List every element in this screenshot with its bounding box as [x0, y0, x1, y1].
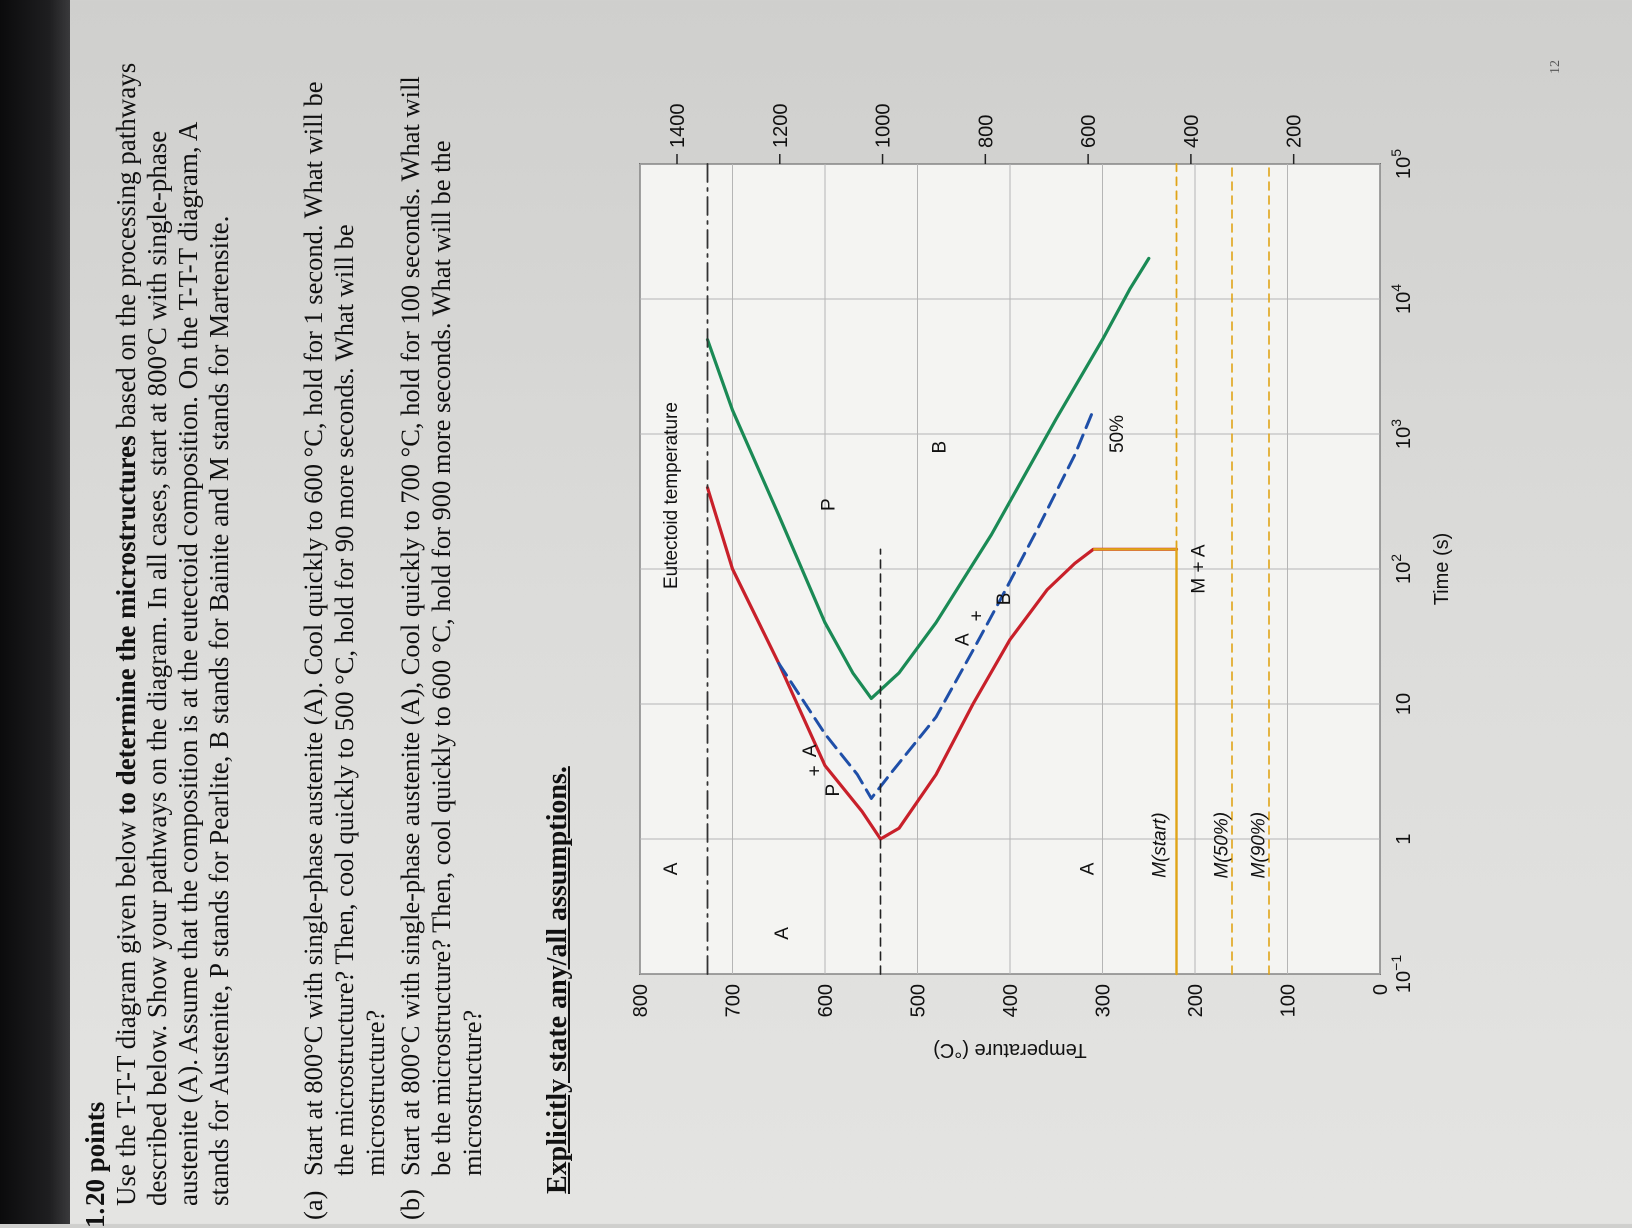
page-number: 12	[1548, 60, 1563, 74]
x-tick-label: 104	[1388, 284, 1415, 314]
y-tick-label: 200	[1185, 984, 1207, 1017]
part-b-text: Start at 800°C with single-phase austeni…	[395, 76, 487, 1176]
x-tick-label: 105	[1388, 149, 1415, 179]
y-tick-label: 500	[908, 984, 930, 1017]
chart-annotation: M(50%)	[1211, 812, 1232, 879]
intro-text-1: Use the T-T-T diagram given below	[111, 814, 141, 1206]
chart-annotation: B	[994, 593, 1015, 606]
chart-annotation: +	[966, 610, 987, 621]
chart-annotation: P	[823, 784, 844, 797]
y-tick-label: 800	[630, 984, 652, 1017]
x-tick-label: 10−1	[1388, 955, 1415, 993]
monitor-bezel	[0, 0, 70, 1224]
y-axis-label: Temperature (°C)	[933, 1039, 1087, 1061]
chart-annotation: A	[661, 862, 682, 875]
y-tick-label: 0	[1370, 984, 1392, 995]
series-finish	[705, 256, 1151, 700]
x-tick-label: 103	[1388, 419, 1415, 449]
assumptions-heading: Explicitly state any/all assumptions.	[542, 766, 573, 1194]
x-tick-label: 1	[1393, 833, 1415, 844]
y2-tick-label: 1400	[667, 104, 689, 149]
x-tick-label: 10	[1393, 693, 1415, 715]
chart-annotation: M(90%)	[1248, 812, 1269, 879]
chart-annotation: P	[818, 498, 839, 511]
problem-intro: Use the T-T-T diagram given below to det…	[111, 56, 235, 1206]
chart-annotation: Eutectoid temperature	[661, 402, 682, 589]
intro-bold-text: to determine the microstructures	[111, 435, 141, 815]
y-tick-label: 300	[1093, 984, 1115, 1017]
problem-statement: 1. 20 points Use the T-T-T diagram given…	[80, 56, 235, 1228]
y2-tick-label: 200	[1284, 115, 1306, 148]
part-a-label: (a)	[298, 1190, 328, 1220]
series-start	[705, 486, 1179, 841]
x-tick-label: 102	[1388, 554, 1415, 584]
chart-annotation: M + A	[1188, 544, 1209, 593]
part-a: (a) Start at 800°C with single-phase aus…	[298, 76, 391, 1220]
chart-annotation: A	[800, 744, 821, 757]
chart-annotation: 50%	[1107, 415, 1128, 453]
chart-annotation: B	[929, 441, 950, 454]
y2-tick-label: 1200	[770, 104, 792, 149]
homework-page: 1. 20 points Use the T-T-T diagram given…	[70, 44, 1570, 1228]
problem-number: 1.	[80, 1207, 110, 1228]
part-b: (b) Start at 800°C with single-phase aus…	[395, 76, 488, 1220]
series-fifty	[777, 408, 1095, 800]
y2-tick-label: 1000	[873, 104, 895, 149]
x-axis-label: Time (s)	[1431, 533, 1453, 606]
y-tick-label: 700	[723, 984, 745, 1017]
part-b-label: (b)	[395, 1189, 425, 1220]
chart-annotation: +	[804, 765, 825, 776]
ttt-chart-svg: 10−1 1 10 102 103 104 105 0 100 200 300 400 500 600 70…	[630, 47, 1453, 1061]
y-tick-label: 600	[815, 984, 837, 1017]
y2-tick-label: 400	[1181, 115, 1203, 148]
y-tick-label: 100	[1278, 984, 1300, 1017]
chart-annotation: M(start)	[1149, 812, 1170, 877]
chart-annotation: A	[772, 927, 793, 940]
part-a-text: Start at 800°C with single-phase austeni…	[298, 81, 390, 1176]
problem-points: 20 points	[80, 1101, 110, 1206]
y-tick-label: 400	[1000, 984, 1022, 1017]
chart-annotation: A	[1077, 862, 1098, 875]
y2-tick-label: 600	[1078, 115, 1100, 148]
ttt-diagram: 10−1 1 10 102 103 104 105 0 100 200 300 400 500 600 70…	[610, 47, 1535, 1074]
y2-tick-label: 800	[975, 115, 997, 148]
chart-annotation: A	[952, 633, 973, 646]
